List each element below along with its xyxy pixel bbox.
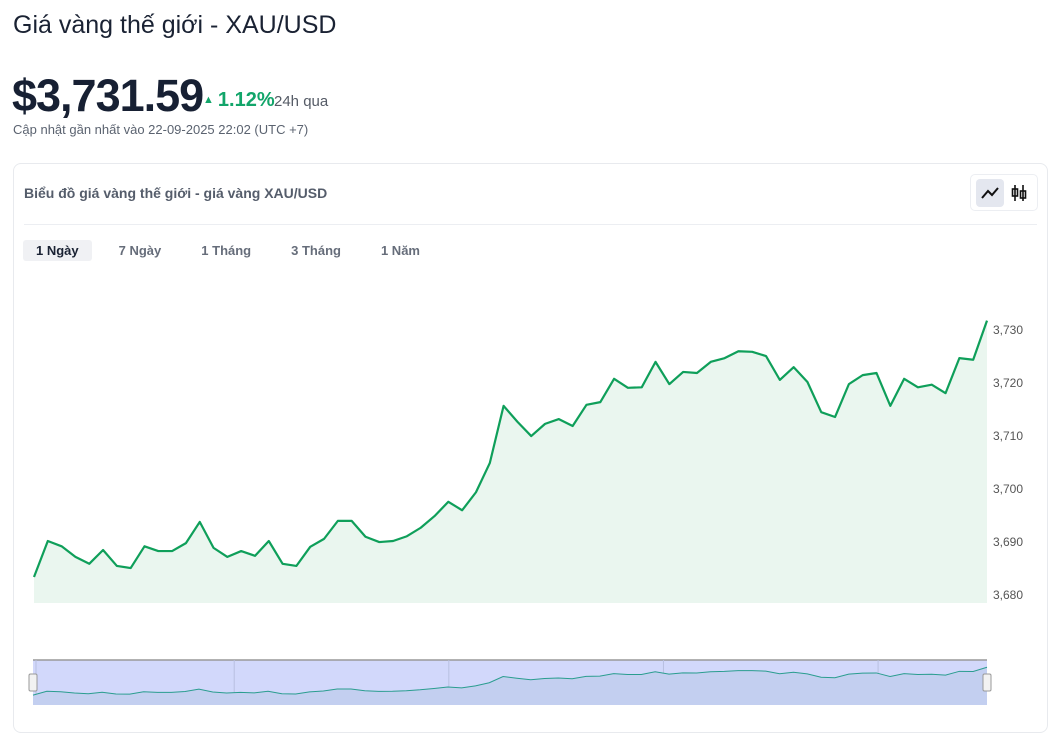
price-line: [32, 320, 989, 578]
line-chart-button[interactable]: [975, 178, 1004, 207]
page-title: Giá vàng thế giới - XAU/USD: [13, 11, 337, 39]
y-tick-label: 3,690: [993, 535, 1023, 549]
y-tick-label: 3,680: [993, 588, 1023, 602]
line-chart-icon: [980, 186, 999, 199]
up-arrow-icon: ▲: [203, 94, 214, 106]
last-updated: Cập nhật gần nhất vào 22-09-2025 22:02 (…: [13, 122, 309, 137]
chart-title: Biểu đồ giá vàng thế giới - giá vàng XAU…: [24, 185, 328, 201]
tab-3-months[interactable]: 3 Tháng: [291, 243, 341, 258]
divider: [24, 224, 1037, 225]
navigator-handle-right[interactable]: [982, 673, 992, 692]
tab-1-year[interactable]: 1 Năm: [380, 243, 420, 258]
change-period: 24h qua: [274, 93, 329, 110]
y-tick-label: 3,720: [993, 376, 1023, 390]
price-change: ▲ 1.12%: [203, 89, 275, 112]
y-tick-label: 3,700: [993, 482, 1023, 496]
range-tabs: 1 Ngày 7 Ngày 1 Tháng 3 Tháng 1 Năm: [23, 240, 447, 261]
tab-1-day[interactable]: 1 Ngày: [23, 240, 92, 261]
chart-card: Biểu đồ giá vàng thế giới - giá vàng XAU…: [13, 163, 1048, 733]
navigator-line: [32, 666, 988, 696]
candlestick-button[interactable]: [1005, 179, 1033, 207]
y-tick-label: 3,710: [993, 429, 1023, 443]
y-tick-label: 3,730: [993, 323, 1023, 337]
chart-type-toggle: [970, 174, 1038, 211]
change-percent: 1.12%: [217, 89, 275, 111]
candlestick-icon: [1011, 184, 1026, 201]
current-price: $3,731.59: [12, 70, 204, 121]
tab-1-month[interactable]: 1 Tháng: [201, 243, 252, 258]
navigator-area: [33, 667, 987, 705]
area-fill: [34, 320, 987, 603]
tab-7-days[interactable]: 7 Ngày: [118, 243, 162, 258]
navigator-handle-left[interactable]: [28, 673, 38, 692]
